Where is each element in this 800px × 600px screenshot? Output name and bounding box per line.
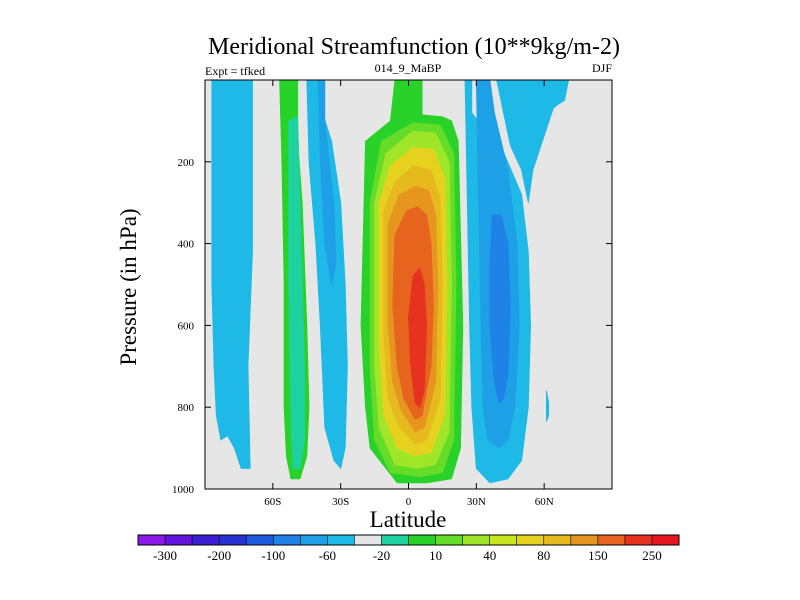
center-string: 014_9_MaBP <box>375 61 442 75</box>
colorbar-label: 80 <box>537 548 550 563</box>
x-tick-label: 60S <box>264 496 281 508</box>
colorbar-swatch <box>192 535 220 545</box>
colorbar-swatch <box>543 535 572 545</box>
nh-blue-upper <box>496 80 570 204</box>
sh-blue-core <box>317 80 337 285</box>
sh-blue-band-outer <box>211 80 253 469</box>
colorbar-swatch <box>570 535 599 545</box>
sh-blue-band-mid <box>306 80 348 469</box>
colorbar-swatch <box>138 535 166 545</box>
colorbar-swatch <box>408 535 436 545</box>
colorbar-label: 150 <box>588 548 608 563</box>
colorbar-swatch <box>165 535 193 545</box>
right-string: DJF <box>592 61 612 75</box>
colorbar-swatch <box>462 535 490 545</box>
y-axis: 200 400 600 800 1000 <box>172 157 612 496</box>
colorbar-label: -20 <box>373 548 390 563</box>
y-tick-label: 400 <box>178 239 195 251</box>
x-tick-label: 0 <box>406 496 412 508</box>
x-tick-label: 60N <box>535 496 554 508</box>
y-tick-label: 800 <box>178 402 195 414</box>
colorbar-label: -300 <box>153 548 177 563</box>
colorbar-swatch <box>651 535 680 545</box>
contour-regions <box>211 80 570 484</box>
colorbar-label: 40 <box>483 548 496 563</box>
colorbar: -300 -200 -100 -60 -20 10 40 80 150 250 <box>137 534 680 563</box>
colorbar-label: -200 <box>207 548 231 563</box>
x-axis: 60S 30S 0 30N 60N <box>264 80 554 508</box>
x-tick-label: 30S <box>332 496 349 508</box>
chart-title: Meridional Streamfunction (10**9kg/m-2) <box>208 34 620 60</box>
colorbar-swatch <box>354 535 382 545</box>
ht-red <box>408 267 428 408</box>
nh-blue-core <box>489 214 511 404</box>
colorbar-swatch <box>435 535 463 545</box>
nh-blue-sliver <box>546 390 550 422</box>
colorbar-swatch <box>300 535 328 545</box>
colorbar-swatch <box>624 535 653 545</box>
colorbar-swatch <box>516 535 545 545</box>
colorbar-swatch <box>273 535 301 545</box>
y-tick-label: 1000 <box>172 484 195 496</box>
colorbar-swatch <box>246 535 274 545</box>
y-axis-title: Pressure (in hPa) <box>116 208 141 365</box>
colorbar-swatch <box>219 535 247 545</box>
colorbar-label: 250 <box>642 548 662 563</box>
colorbar-label: -100 <box>261 548 285 563</box>
left-string: Expt = tfked <box>205 64 265 78</box>
colorbar-swatch <box>381 535 409 545</box>
colorbar-swatch <box>327 535 355 545</box>
colorbar-swatch <box>489 535 517 545</box>
sh-teal-band <box>288 116 305 469</box>
y-tick-label: 600 <box>178 320 195 332</box>
y-tick-label: 200 <box>178 157 195 169</box>
x-axis-title: Latitude <box>370 507 447 532</box>
colorbar-label: -60 <box>319 548 336 563</box>
x-tick-label: 30N <box>467 496 486 508</box>
colorbar-label: 10 <box>429 548 442 563</box>
colorbar-swatch <box>597 535 626 545</box>
